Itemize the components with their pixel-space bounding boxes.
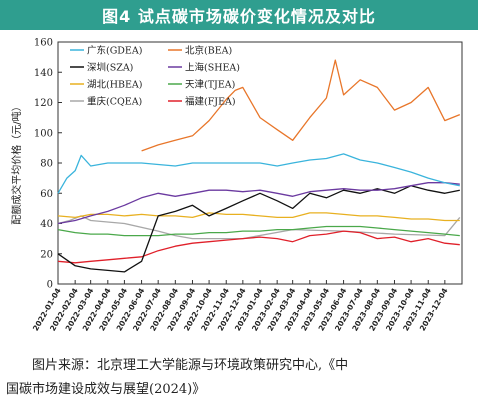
series-line-hbea: [57, 212, 460, 222]
y-tick-label: 0: [47, 280, 53, 291]
legend-label-tjea: 天津(TJEA): [185, 80, 235, 91]
y-tick-label: 60: [40, 189, 53, 200]
chart-legend: 广东(GDEA) 深圳(SZA) 湖北(HBEA) 重庆(CQEA) 北京(BEA) 上海…: [70, 45, 240, 108]
source-line-1: 图片来源：北京理工大学能源与环境政策研究中心,《中: [32, 358, 349, 373]
series-line-tjea: [57, 225, 460, 237]
figure-title: 图4 试点碳市场碳价变化情况及对比: [0, 0, 478, 30]
source-line-2: 国碳市场建设成效与展望(2024)》: [6, 382, 206, 397]
legend-label-hbea: 湖北(HBEA): [87, 80, 142, 91]
legend-label-gdea: 广东(GDEA): [87, 45, 142, 57]
y-tick-label: 120: [34, 98, 53, 109]
y-tick-label: 20: [40, 249, 53, 260]
series-line-gdea: [57, 153, 460, 194]
series-line-fjea: [57, 230, 460, 264]
legend-label-cqea: 重庆(CQEA): [87, 96, 142, 108]
series-line-shea: [57, 182, 460, 225]
chart-panel: 0 20 40 60 80 100 120 140 160 2022-01-04 2022-02-0…: [4, 32, 474, 350]
y-tick-label: 160: [34, 38, 53, 49]
legend-label-bea: 北京(BEA): [185, 45, 232, 57]
y-tick-label: 40: [40, 219, 53, 230]
legend-label-shea: 上海(SHEA): [185, 62, 240, 74]
y-tick-label: 100: [34, 128, 53, 139]
y-tick-label: 80: [40, 159, 53, 170]
legend-label-sza: 深圳(SZA): [87, 63, 133, 74]
series-line-cqea: [57, 215, 461, 240]
legend-label-fjea: 福建(FJEA): [185, 96, 236, 108]
chart-series: [57, 59, 461, 273]
y-tick-label: 140: [34, 68, 53, 79]
line-chart: 0204060801001201401602022-01-042022-02-0…: [10, 38, 463, 333]
y-axis-label: 配额成交平均价格（元/吨）: [10, 101, 23, 224]
figure-source: 图片来源：北京理工大学能源与环境政策研究中心,《中 国碳市场建设成效与展望(20…: [6, 354, 472, 402]
series-line-sza: [57, 185, 460, 273]
series-line-bea: [141, 59, 461, 152]
